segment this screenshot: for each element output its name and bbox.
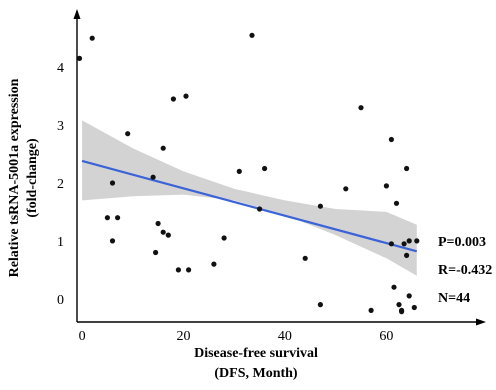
- data-point-38: [404, 165, 410, 172]
- data-point-21: [257, 206, 263, 212]
- data-point-6: [125, 131, 131, 137]
- data-point-2: [104, 215, 110, 221]
- stat-annotation-2: R=-0.432: [438, 263, 492, 278]
- data-point-28: [368, 307, 374, 313]
- regression-line: [81, 159, 418, 253]
- data-point-7: [150, 174, 156, 180]
- data-point-34: [396, 302, 402, 308]
- data-point-32: [391, 284, 397, 290]
- data-point-20: [249, 32, 255, 38]
- data-point-16: [186, 267, 192, 273]
- data-point-19: [236, 168, 242, 174]
- y-tick-label-0: 0: [57, 293, 64, 308]
- x-tick-label-0: 0: [79, 329, 86, 344]
- data-point-39: [404, 252, 410, 258]
- data-point-30: [388, 241, 394, 247]
- data-point-25: [317, 302, 323, 308]
- data-point-5: [115, 215, 121, 221]
- data-point-18: [221, 235, 227, 241]
- stat-annotation-1: P=0.003: [438, 235, 486, 250]
- y-tick-label-4: 4: [57, 61, 64, 76]
- axes-layer: [73, 9, 486, 326]
- data-point-22: [262, 165, 268, 172]
- data-point-11: [160, 145, 166, 151]
- x-axis-arrow-icon: [476, 318, 486, 326]
- data-point-0: [76, 55, 83, 62]
- data-point-23: [302, 255, 308, 261]
- data-point-13: [170, 96, 176, 102]
- fit-line-layer: [81, 159, 418, 253]
- data-point-33: [393, 200, 400, 206]
- data-point-4: [109, 238, 116, 244]
- stat-annotation-3: N=44: [438, 291, 470, 306]
- data-point-43: [414, 238, 420, 244]
- y-axis-arrow-icon: [73, 9, 81, 19]
- data-point-29: [383, 183, 389, 189]
- data-point-36: [399, 309, 405, 315]
- data-point-12: [165, 232, 171, 238]
- data-point-26: [343, 186, 349, 192]
- x-tick-label-40: 40: [278, 329, 292, 344]
- x-tick-label-60: 60: [379, 329, 393, 344]
- confidence-band: [82, 120, 417, 276]
- y-tick-label-2: 2: [57, 177, 64, 192]
- x-tick-label-20: 20: [177, 329, 191, 344]
- data-point-14: [175, 267, 181, 273]
- x-axis-title-line-2: (DFS, Month): [214, 366, 298, 381]
- y-tick-label-1: 1: [57, 235, 64, 250]
- data-point-42: [411, 304, 417, 311]
- y-axis-title-line-1: Relative tsRNA-5001a expression: [7, 78, 22, 277]
- data-point-27: [358, 105, 364, 111]
- data-point-41: [406, 293, 412, 299]
- data-point-37: [401, 241, 407, 247]
- confidence-band-layer: [82, 120, 417, 276]
- data-point-15: [183, 93, 189, 99]
- data-point-8: [153, 249, 159, 256]
- data-points-layer: [76, 32, 420, 315]
- x-axis-title-line-1: Disease-free survival: [194, 346, 318, 361]
- data-point-10: [160, 229, 166, 235]
- data-point-3: [109, 180, 116, 186]
- data-point-24: [317, 203, 323, 209]
- data-point-17: [211, 261, 217, 267]
- y-tick-label-3: 3: [57, 119, 64, 134]
- data-point-9: [155, 220, 161, 227]
- text-layer: 0 20 40 60 0 1 2 3 4 Disease-free survival (DFS, M…: [7, 61, 492, 381]
- data-point-1: [89, 35, 95, 41]
- y-axis-title-line-2: (fold-change): [25, 138, 40, 218]
- data-point-31: [388, 136, 394, 143]
- data-point-40: [406, 238, 412, 244]
